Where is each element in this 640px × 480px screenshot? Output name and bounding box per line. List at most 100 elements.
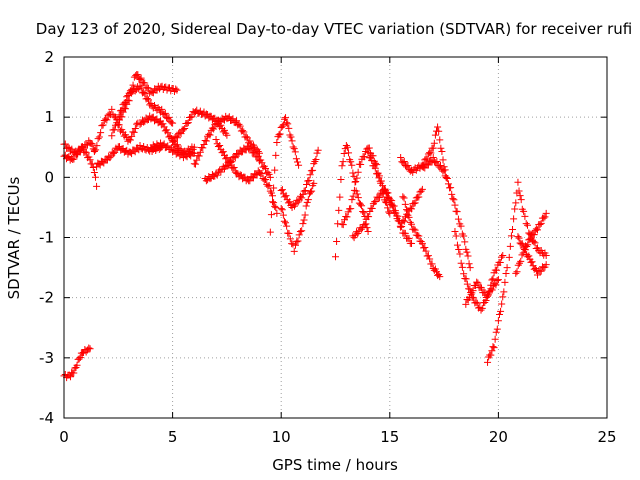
- data-point: [462, 275, 470, 283]
- data-point: [353, 190, 361, 198]
- data-point: [183, 120, 191, 128]
- data-point: [131, 87, 139, 95]
- data-point: [449, 195, 457, 203]
- data-point: [236, 122, 244, 130]
- data-point: [473, 278, 481, 286]
- data-point: [399, 193, 407, 201]
- data-point: [140, 118, 148, 126]
- data-point: [225, 113, 233, 121]
- data-point: [116, 107, 124, 115]
- data-point: [521, 212, 529, 220]
- data-point: [123, 93, 131, 101]
- data-point: [541, 213, 549, 221]
- data-point: [531, 239, 539, 247]
- data-point: [262, 165, 270, 173]
- data-point: [495, 311, 503, 319]
- data-point: [340, 150, 348, 158]
- data-point: [497, 307, 505, 315]
- data-point: [465, 294, 473, 302]
- data-point: [411, 226, 419, 234]
- data-point: [470, 294, 478, 302]
- data-point: [105, 110, 113, 118]
- data-point: [437, 144, 445, 152]
- data-point: [265, 182, 273, 190]
- data-point: [91, 173, 99, 181]
- data-point: [478, 284, 486, 292]
- data-point: [443, 175, 451, 183]
- y-tick-label: -3: [39, 349, 54, 367]
- data-point: [422, 247, 430, 255]
- data-point: [169, 119, 177, 127]
- data-point: [352, 178, 360, 186]
- data-point: [184, 119, 192, 127]
- data-point: [542, 261, 550, 269]
- data-point: [411, 199, 419, 207]
- data-point: [277, 205, 285, 213]
- data-point: [90, 169, 98, 177]
- data-point: [290, 247, 298, 255]
- data-point: [542, 209, 550, 217]
- data-point: [240, 128, 248, 136]
- series-e: [114, 71, 181, 129]
- series-i: [169, 106, 231, 146]
- data-point: [462, 245, 470, 253]
- ticks: 0 5 10 15 20 25 -4 -3 -2 -1 0 1 2: [39, 48, 617, 446]
- data-point: [489, 343, 497, 351]
- data-point: [438, 147, 446, 155]
- data-point: [339, 158, 347, 166]
- data-point: [333, 238, 341, 246]
- data-point: [137, 74, 145, 82]
- data-point: [120, 99, 128, 107]
- data-point: [513, 268, 521, 276]
- data-point: [285, 230, 293, 238]
- data-point: [295, 161, 303, 169]
- data-point: [222, 155, 230, 163]
- data-point: [455, 245, 463, 253]
- data-point: [517, 196, 525, 204]
- data-point: [514, 233, 522, 241]
- data-point: [431, 131, 439, 139]
- data-point: [498, 253, 506, 261]
- data-point: [233, 117, 241, 125]
- data-point: [418, 185, 426, 193]
- data-point: [284, 120, 292, 128]
- data-point: [273, 139, 281, 147]
- series-u: [399, 193, 444, 281]
- data-point: [210, 125, 218, 133]
- data-point: [474, 279, 482, 287]
- data-point: [114, 115, 122, 123]
- data-point: [144, 96, 152, 104]
- data-point: [299, 190, 307, 198]
- data-point: [136, 120, 144, 128]
- data-point: [357, 225, 365, 233]
- series-b: [60, 143, 101, 190]
- data-point: [172, 85, 180, 93]
- y-tick-label: 2: [44, 48, 54, 66]
- data-point: [354, 194, 362, 202]
- data-point: [293, 238, 301, 246]
- data-point: [461, 238, 469, 246]
- data-point: [349, 169, 357, 177]
- data-point: [216, 142, 224, 150]
- data-point: [291, 241, 299, 249]
- data-point: [368, 205, 376, 213]
- data-point: [510, 215, 518, 223]
- data-point: [478, 304, 486, 312]
- data-point: [173, 134, 181, 142]
- data-point: [387, 200, 395, 208]
- data-point: [358, 202, 366, 210]
- data-point: [278, 186, 286, 194]
- data-point: [82, 149, 90, 157]
- data-point: [382, 189, 390, 197]
- x-tick-label: 25: [597, 428, 616, 446]
- data-point: [408, 220, 416, 228]
- data-point: [310, 179, 318, 187]
- data-point: [267, 211, 275, 219]
- data-point: [385, 208, 393, 216]
- data-point: [229, 164, 237, 172]
- series-z: [505, 178, 550, 261]
- data-point: [131, 125, 139, 133]
- data-point: [511, 205, 519, 213]
- data-point: [418, 239, 426, 247]
- data-point: [242, 133, 250, 141]
